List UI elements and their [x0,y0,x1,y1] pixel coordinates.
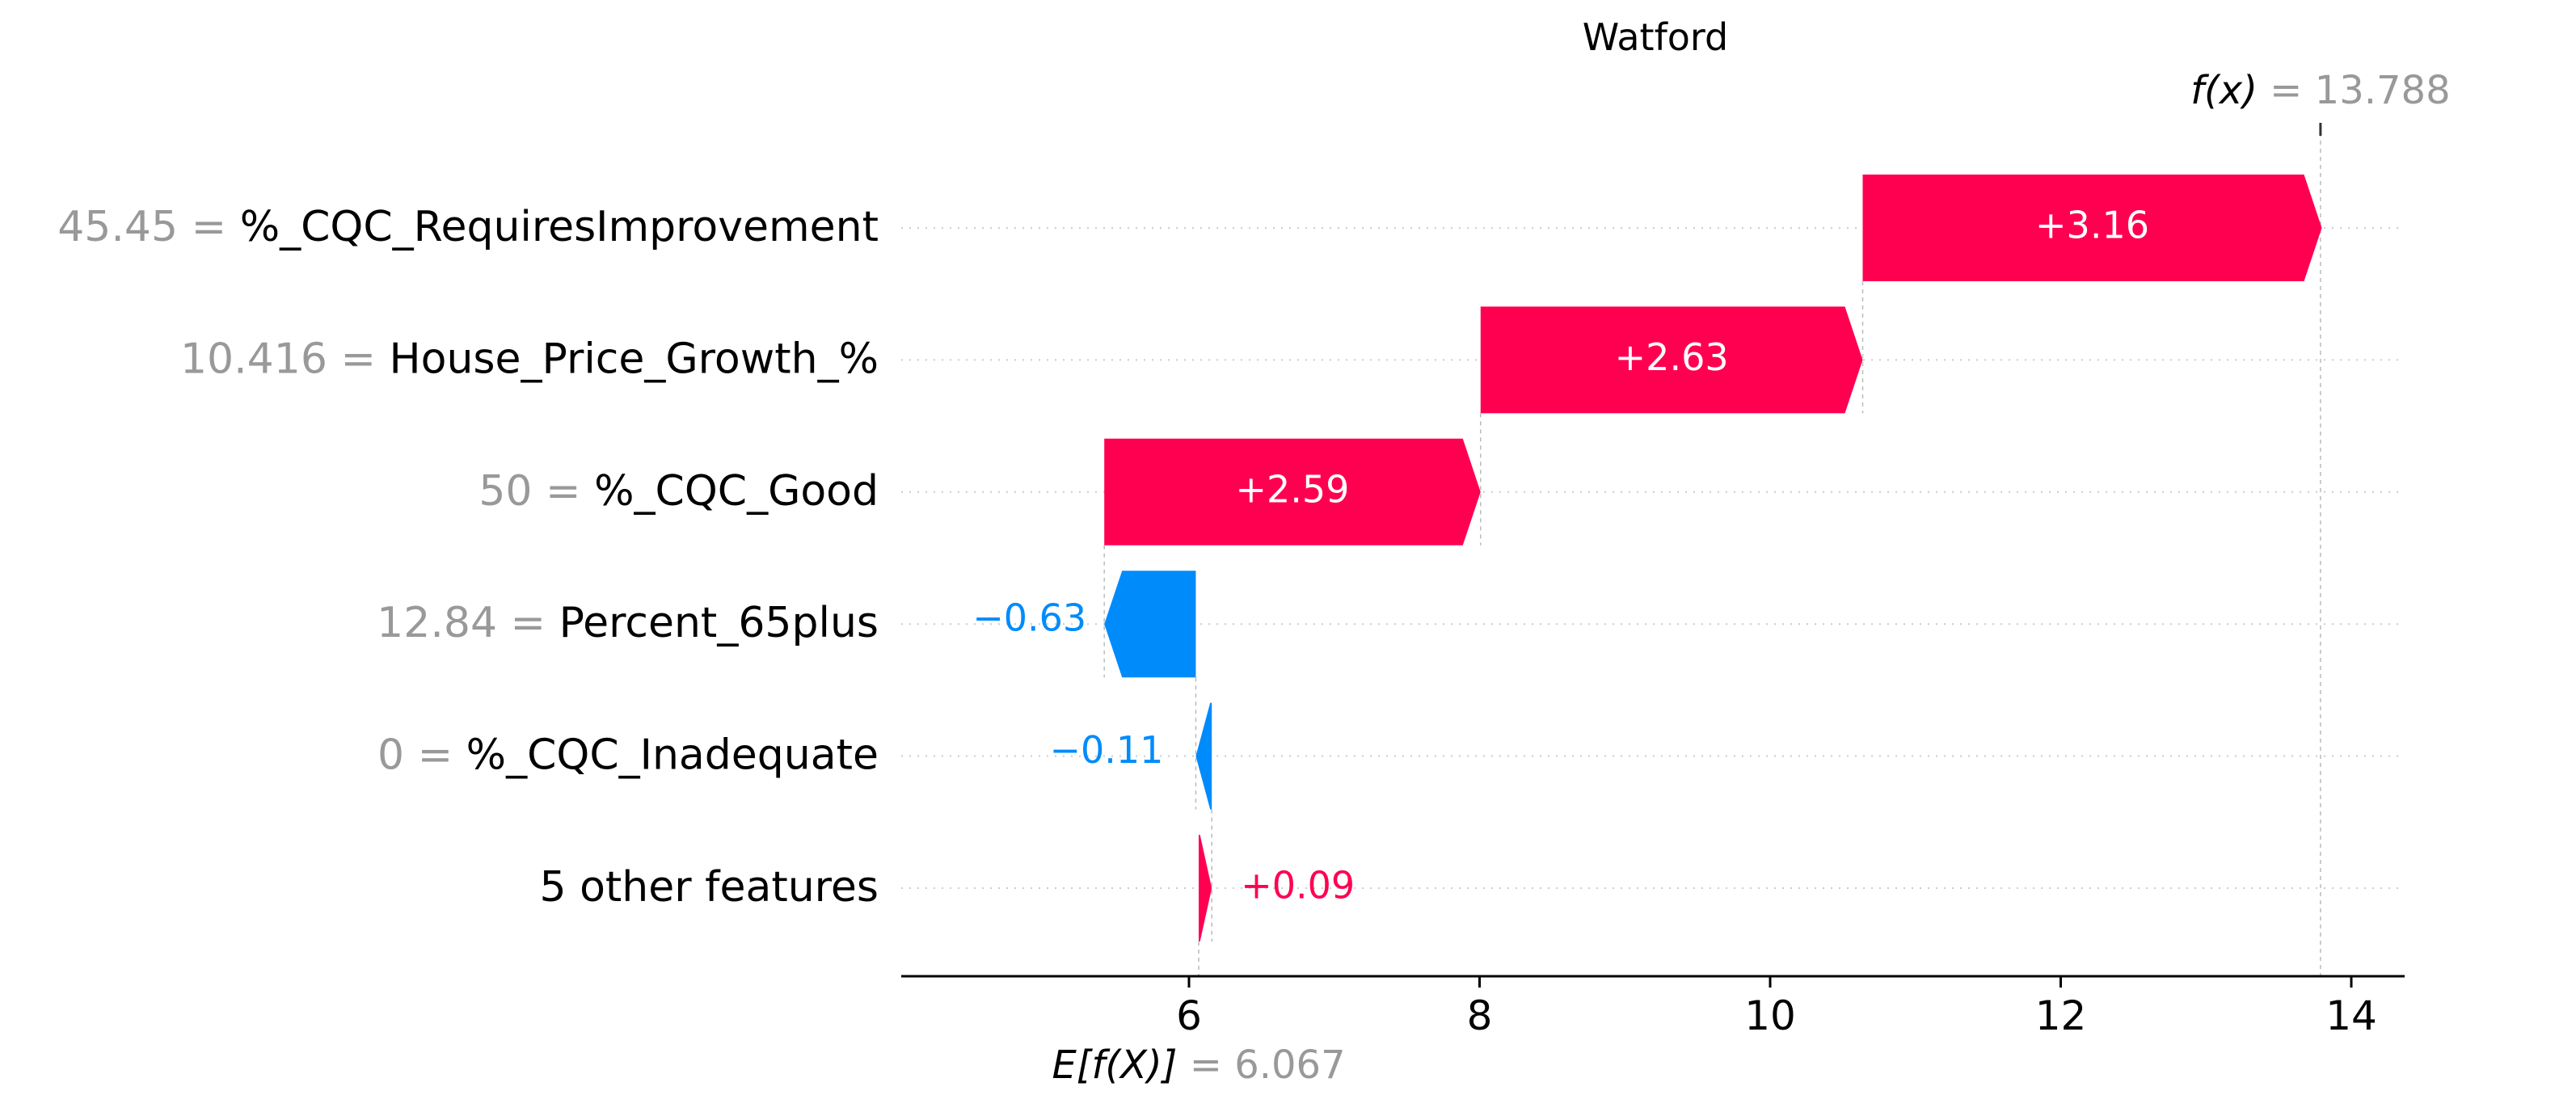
shap-value-label: +0.09 [1241,864,1355,908]
waterfall-bar [1199,835,1212,941]
base-value-label: E[f(X)] = 6.067 [1052,1042,1345,1088]
feature-label: 50 = %_CQC_Good [479,467,879,516]
waterfall-bar [1480,306,1863,414]
x-tick-label: 6 [1176,992,1202,1039]
feature-label: 0 = %_CQC_Inadequate [377,731,879,780]
feature-value: 12.84 = [377,599,559,647]
feature-value: 45.45 = [57,203,240,251]
waterfall-bar [1195,702,1212,810]
shap-value-label: +2.59 [1235,467,1349,511]
feature-label: 10.416 = House_Price_Growth_% [180,335,879,383]
feature-value: 10.416 = [180,335,390,383]
feature-value: 50 = [479,467,594,516]
waterfall-bar [1862,175,2322,281]
feature-name: 5 other features [539,863,879,912]
feature-name: Percent_65plus [559,599,879,647]
feature-name: House_Price_Growth_% [390,335,879,383]
base-value-name: E[f(X)] [1052,1042,1177,1088]
shap-value-label: +2.63 [1615,335,1729,379]
feature-label: 5 other features [539,863,879,912]
bars [1104,175,2322,941]
x-tick-label: 10 [1744,992,1796,1039]
waterfall-bar [1104,571,1196,678]
feature-label: 45.45 = %_CQC_RequiresImprovement [57,203,879,251]
output-value-label: f(x) = 13.788 [2190,68,2450,113]
x-axis: 6 8 10 12 14 E[f(X)] = 6.067 f(x) = 13.788 [901,68,2451,1088]
feature-label: 12.84 = Percent_65plus [377,599,879,647]
labels: +3.16 45.45 = %_CQC_RequiresImprovement +2… [57,203,2149,912]
shap-value-label: +3.16 [2035,204,2149,247]
feature-name: %_CQC_RequiresImprovement [240,203,879,251]
output-value-name: f(x) [2190,68,2258,113]
x-tick-label: 12 [2035,992,2087,1039]
feature-value: 0 = [377,731,466,780]
waterfall-bar [1104,438,1481,545]
reference-lines [1103,123,2322,976]
shap-value-label: −0.11 [1049,728,1163,772]
base-value-number: = 6.067 [1177,1042,1345,1088]
shap-value-label: −0.63 [972,596,1086,640]
x-tick-label: 8 [1467,992,1493,1039]
output-value-number: = 13.788 [2258,68,2451,113]
chart-title: Watford [1583,15,1728,59]
x-tick-label: 14 [2325,992,2377,1039]
feature-name: %_CQC_Inadequate [466,731,879,780]
feature-name: %_CQC_Good [594,467,879,516]
